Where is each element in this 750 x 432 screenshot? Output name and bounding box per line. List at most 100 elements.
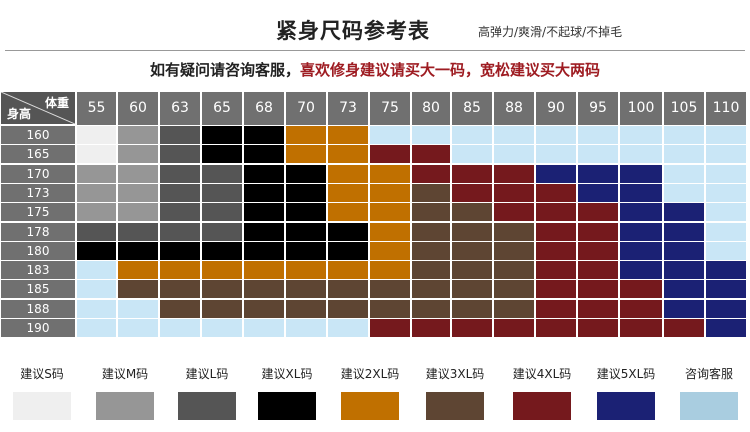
size-cell xyxy=(664,299,704,318)
size-cell xyxy=(706,164,746,183)
size-cell xyxy=(578,126,618,144)
height-axis-label: 身高 xyxy=(7,107,32,121)
size-cell xyxy=(370,319,410,337)
size-cell xyxy=(578,222,618,241)
corner-diagonal xyxy=(1,92,75,124)
size-cell xyxy=(160,203,200,222)
size-cell xyxy=(328,126,368,144)
size-cell xyxy=(370,222,410,241)
weight-header: 110 xyxy=(706,92,746,125)
size-cell xyxy=(620,145,662,164)
size-cell xyxy=(202,183,242,202)
size-cell xyxy=(536,145,576,164)
height-header: 188 xyxy=(1,299,75,318)
size-cell xyxy=(328,261,368,280)
size-cell xyxy=(536,319,576,337)
size-cell xyxy=(328,222,368,241)
weight-header: 75 xyxy=(370,92,410,125)
legend-label: 建议M码 xyxy=(101,367,149,381)
size-cell xyxy=(578,203,618,222)
size-cell xyxy=(328,183,368,202)
size-cell xyxy=(412,280,450,299)
size-cell xyxy=(536,241,576,260)
size-cell xyxy=(328,319,368,337)
size-cell xyxy=(370,126,410,144)
size-cell xyxy=(286,280,326,299)
size-cell xyxy=(286,183,326,202)
height-header: 170 xyxy=(1,164,75,183)
height-header: 160 xyxy=(1,126,75,144)
size-cell xyxy=(452,280,492,299)
size-cell xyxy=(494,203,534,222)
size-cell xyxy=(286,261,326,280)
size-cell xyxy=(202,261,242,280)
size-cell xyxy=(412,319,450,337)
size-cell xyxy=(620,319,662,337)
legend-label: 建议XL码 xyxy=(261,367,313,381)
size-cell xyxy=(536,299,576,318)
legend-item: 建议3XL码 xyxy=(419,364,491,420)
size-cell xyxy=(118,164,158,183)
size-cell xyxy=(118,319,158,337)
size-cell xyxy=(202,319,242,337)
size-cell xyxy=(494,241,534,260)
legend-label: 建议3XL码 xyxy=(425,367,485,381)
size-cell xyxy=(160,145,200,164)
weight-header: 95 xyxy=(578,92,618,125)
size-cell xyxy=(328,280,368,299)
size-cell xyxy=(118,299,158,318)
size-cell xyxy=(370,164,410,183)
size-cell xyxy=(706,126,746,144)
size-cell xyxy=(118,241,158,260)
legend-swatch xyxy=(341,392,399,420)
size-cell xyxy=(412,203,450,222)
size-cell xyxy=(244,183,284,202)
weight-header: 80 xyxy=(412,92,450,125)
legend-label: 建议5XL码 xyxy=(596,367,656,381)
divider xyxy=(5,50,745,51)
size-cell xyxy=(77,145,116,164)
page-title: 紧身尺码参考表 xyxy=(276,19,430,43)
size-cell xyxy=(452,222,492,241)
legend-item: 建议4XL码 xyxy=(506,364,578,420)
size-cell xyxy=(452,183,492,202)
size-cell xyxy=(412,183,450,202)
size-cell xyxy=(494,145,534,164)
size-cell xyxy=(118,280,158,299)
size-cell xyxy=(452,261,492,280)
size-cell xyxy=(578,164,618,183)
size-cell xyxy=(77,299,116,318)
size-cell xyxy=(370,280,410,299)
size-cell xyxy=(412,145,450,164)
weight-header: 105 xyxy=(664,92,704,125)
size-cell xyxy=(370,145,410,164)
weight-header: 65 xyxy=(202,92,242,125)
size-cell xyxy=(77,261,116,280)
legend-swatch xyxy=(513,392,571,420)
size-cell xyxy=(244,203,284,222)
legend-swatch xyxy=(96,392,154,420)
height-header: 175 xyxy=(1,203,75,222)
size-cell xyxy=(286,164,326,183)
size-cell xyxy=(160,241,200,260)
size-cell xyxy=(664,319,704,337)
size-cell xyxy=(118,222,158,241)
size-cell xyxy=(370,183,410,202)
size-cell xyxy=(706,261,746,280)
size-cell xyxy=(494,299,534,318)
weight-header: 68 xyxy=(244,92,284,125)
weight-header: 85 xyxy=(452,92,492,125)
size-cell xyxy=(202,222,242,241)
size-cell xyxy=(620,183,662,202)
size-cell xyxy=(328,164,368,183)
size-cell xyxy=(620,222,662,241)
size-cell xyxy=(494,183,534,202)
size-cell xyxy=(286,222,326,241)
legend-label: 建议S码 xyxy=(20,367,64,381)
size-cell xyxy=(77,241,116,260)
size-cell xyxy=(620,126,662,144)
size-cell xyxy=(664,241,704,260)
size-cell xyxy=(578,241,618,260)
size-cell xyxy=(412,222,450,241)
legend-item: 建议S码 xyxy=(6,364,78,420)
